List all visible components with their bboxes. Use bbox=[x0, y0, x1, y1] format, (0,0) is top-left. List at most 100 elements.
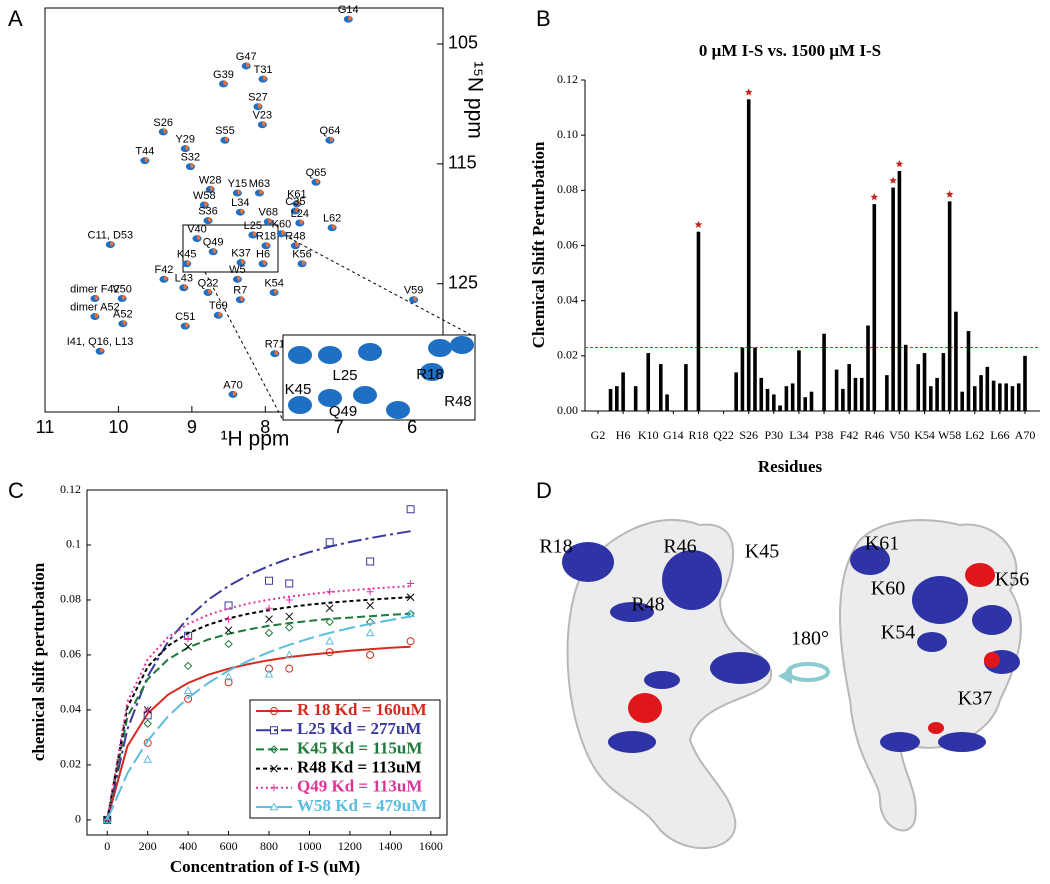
y-tick-label: 125 bbox=[448, 272, 478, 292]
data-point bbox=[183, 686, 193, 694]
chart-title: 0 μM I-S vs. 1500 μM I-S bbox=[699, 41, 881, 60]
data-point bbox=[325, 617, 334, 627]
data-point bbox=[184, 642, 192, 651]
peak-label: K37 bbox=[231, 247, 251, 259]
data-point bbox=[325, 604, 334, 613]
data-point bbox=[406, 593, 415, 602]
peak-overlay bbox=[190, 163, 194, 169]
peak-overlay bbox=[186, 260, 191, 266]
peak-overlay bbox=[162, 128, 167, 134]
data-point bbox=[143, 754, 153, 763]
data-point bbox=[285, 579, 294, 588]
zoom-line bbox=[277, 231, 476, 338]
panel-letter: A bbox=[8, 6, 23, 31]
peak-label: V59 bbox=[404, 285, 424, 297]
peak-label: L24 bbox=[291, 208, 309, 220]
residue-label: K60 bbox=[871, 578, 905, 600]
data-point bbox=[406, 637, 415, 646]
bar bbox=[885, 375, 889, 411]
inset-label: R18 bbox=[416, 366, 444, 383]
peak-overlay bbox=[329, 136, 334, 142]
data-point bbox=[143, 719, 152, 728]
x-tick-label: Q22 bbox=[713, 428, 734, 442]
data-point bbox=[284, 650, 294, 659]
legend-marker bbox=[270, 726, 278, 735]
peak-overlay bbox=[257, 103, 262, 109]
peak-overlay bbox=[204, 201, 208, 207]
peak-overlay bbox=[209, 185, 214, 191]
legend-label: Q49 Kd = 113uM bbox=[297, 777, 422, 796]
bar bbox=[784, 386, 789, 411]
peak-overlay bbox=[281, 230, 285, 236]
bar bbox=[608, 388, 613, 411]
rotation-label: 180° bbox=[791, 628, 829, 650]
legend-label: W58 Kd = 479uM bbox=[297, 796, 427, 815]
x-tick-label: R46 bbox=[864, 428, 884, 442]
legend-label: K45 Kd = 115uM bbox=[297, 738, 422, 757]
y-tick-label: 0.02 bbox=[60, 757, 81, 771]
peak-overlay bbox=[232, 390, 237, 396]
x-tick-label: P38 bbox=[815, 428, 834, 442]
patch bbox=[880, 732, 920, 752]
inset-blob bbox=[450, 336, 474, 354]
peak-label: L34 bbox=[231, 197, 249, 209]
y-tick-label: 115 bbox=[448, 153, 477, 173]
y-tick-label: 0.1 bbox=[66, 537, 81, 551]
fit-line bbox=[106, 596, 411, 821]
peak-overlay bbox=[183, 284, 188, 290]
residue-label: K56 bbox=[995, 569, 1029, 591]
x-tick-label: 600 bbox=[220, 839, 238, 853]
bar bbox=[972, 386, 977, 411]
fit-line bbox=[106, 645, 411, 821]
y-tick-label: 0.06 bbox=[60, 647, 81, 661]
peak-label: R71 bbox=[265, 339, 285, 351]
peak-overlay bbox=[240, 296, 244, 302]
peak-label: T69 bbox=[209, 300, 228, 312]
peak-overlay bbox=[94, 295, 99, 301]
peak-label: W28 bbox=[199, 174, 222, 186]
bar bbox=[903, 344, 908, 411]
x-tick-label: K54 bbox=[914, 428, 935, 442]
peak-overlay bbox=[274, 350, 279, 356]
panel-letter: D bbox=[536, 478, 552, 503]
y-tick-label: 0.04 bbox=[557, 292, 578, 306]
data-point bbox=[265, 615, 273, 624]
inset-blob bbox=[428, 339, 452, 357]
legend-marker bbox=[270, 764, 278, 773]
data-point bbox=[285, 596, 293, 604]
x-tick-label: L62 bbox=[965, 428, 984, 442]
data-point bbox=[265, 664, 274, 673]
bar bbox=[897, 171, 902, 411]
peak-overlay bbox=[262, 121, 266, 127]
peak-label: A52 bbox=[113, 309, 133, 321]
peak-overlay bbox=[301, 260, 306, 266]
x-tick-label: L66 bbox=[990, 428, 1009, 442]
peak-overlay bbox=[110, 241, 114, 247]
x-tick-label: H6 bbox=[616, 428, 631, 442]
peak-label: A70 bbox=[223, 379, 243, 391]
x-tick-label: 1400 bbox=[378, 839, 402, 853]
legend-marker bbox=[270, 707, 278, 715]
data-point bbox=[406, 609, 415, 618]
peak-overlay bbox=[331, 224, 336, 230]
inset-blob bbox=[353, 386, 377, 404]
bar bbox=[834, 369, 839, 411]
patch bbox=[610, 602, 654, 622]
x-tick-label: 6 bbox=[407, 417, 417, 437]
peak-overlay bbox=[262, 75, 267, 81]
data-point bbox=[184, 634, 192, 642]
peak-label: T31 bbox=[254, 64, 273, 76]
data-point bbox=[102, 815, 112, 824]
data-point bbox=[144, 706, 152, 714]
peak-label: R48 bbox=[285, 231, 305, 243]
patch bbox=[644, 671, 680, 689]
bar bbox=[790, 383, 795, 411]
peak-label: K60 bbox=[272, 219, 292, 231]
data-point bbox=[265, 604, 273, 612]
data-point bbox=[326, 588, 334, 596]
data-point bbox=[224, 672, 233, 681]
peak-label: S55 bbox=[215, 125, 235, 137]
y-tick-label: 0.12 bbox=[557, 72, 578, 86]
patch bbox=[917, 632, 947, 652]
